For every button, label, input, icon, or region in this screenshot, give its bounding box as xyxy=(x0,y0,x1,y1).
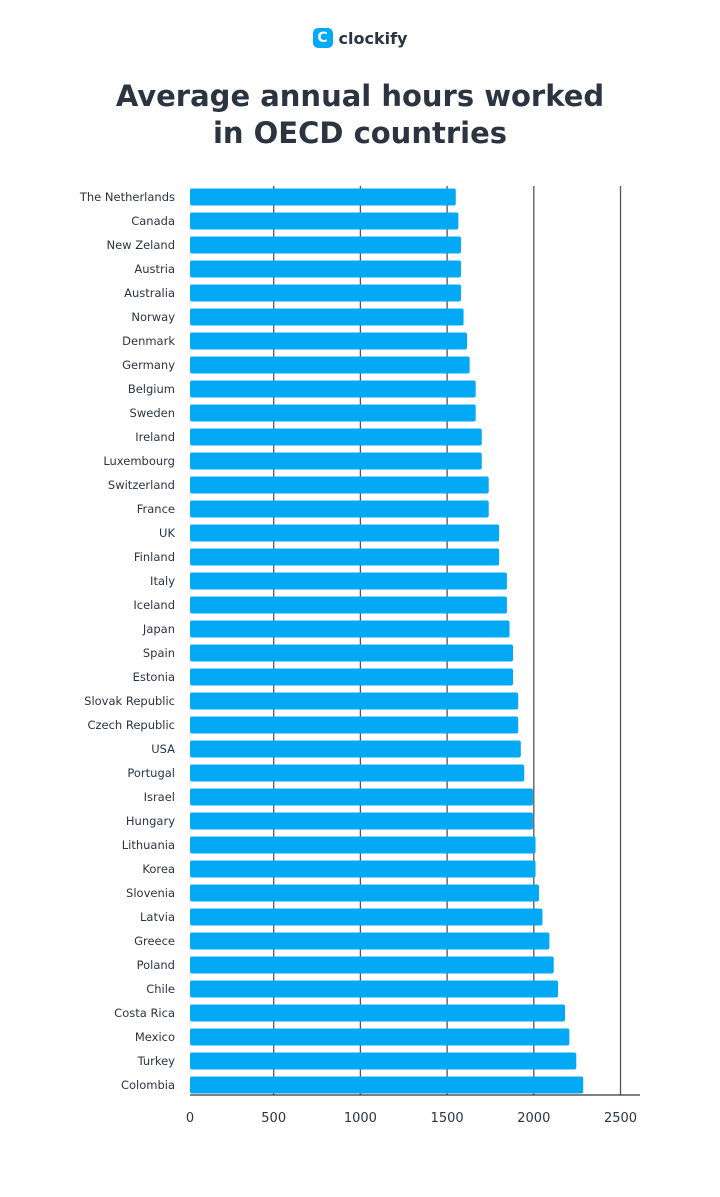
category-label: Latvia xyxy=(140,910,175,924)
bar xyxy=(190,452,482,470)
category-label: Denmark xyxy=(122,334,175,348)
category-label: Canada xyxy=(131,214,175,228)
category-label: USA xyxy=(151,742,175,756)
category-label: Japan xyxy=(142,622,175,636)
x-tick-label: 1500 xyxy=(431,1111,464,1126)
bar xyxy=(190,836,536,854)
category-label: Finland xyxy=(134,550,175,564)
category-label: Iceland xyxy=(133,598,175,612)
brand-name: clockify xyxy=(338,28,408,48)
category-label: Spain xyxy=(143,646,175,660)
category-label: The Netherlands xyxy=(79,190,175,204)
bar xyxy=(190,716,519,734)
bar xyxy=(190,596,507,614)
bar xyxy=(190,692,519,710)
chart-title: Average annual hours worked in OECD coun… xyxy=(0,78,720,152)
category-label: Estonia xyxy=(133,670,175,684)
chart-title-line-2: in OECD countries xyxy=(212,116,508,150)
bar xyxy=(190,860,536,878)
bar xyxy=(190,1052,577,1070)
clockify-logo-icon: C xyxy=(312,28,333,48)
category-label: Belgium xyxy=(128,382,175,396)
category-label: Poland xyxy=(137,958,175,972)
bar xyxy=(190,284,461,302)
bar xyxy=(190,1004,566,1022)
bar xyxy=(190,788,533,806)
bar xyxy=(190,956,554,974)
category-label: Greece xyxy=(134,934,175,948)
bar xyxy=(190,1076,584,1094)
category-label: Switzerland xyxy=(108,478,175,492)
x-tick-label: 0 xyxy=(186,1111,194,1126)
bar xyxy=(190,428,482,446)
bar xyxy=(190,620,510,638)
category-label: Ireland xyxy=(135,430,175,444)
bar xyxy=(190,476,489,494)
bar xyxy=(190,932,550,950)
bar xyxy=(190,764,525,782)
bar xyxy=(190,908,543,926)
bar xyxy=(190,980,559,998)
bar xyxy=(190,644,513,662)
category-label: Chile xyxy=(146,982,175,996)
category-label: Czech Republic xyxy=(87,718,175,732)
category-label: Sweden xyxy=(130,406,175,420)
bar xyxy=(190,212,459,230)
x-tick-label: 2000 xyxy=(517,1111,550,1126)
bar xyxy=(190,188,456,206)
x-tick-label: 500 xyxy=(261,1111,286,1126)
bar xyxy=(190,524,500,542)
category-label: Korea xyxy=(142,862,175,876)
bar xyxy=(190,332,468,350)
bar xyxy=(190,812,533,830)
bar xyxy=(190,380,476,398)
bar xyxy=(190,308,464,326)
bar xyxy=(190,740,521,758)
brand-logo: C clockify xyxy=(0,28,720,48)
x-tick-label: 1000 xyxy=(344,1111,377,1126)
bar xyxy=(190,884,540,902)
x-tick-label: 2500 xyxy=(604,1111,637,1126)
category-label: Germany xyxy=(122,358,175,372)
chart-title-line-1: Average annual hours worked xyxy=(115,79,605,113)
bar xyxy=(190,1028,570,1046)
category-label: France xyxy=(137,502,175,516)
category-label: Portugal xyxy=(127,766,175,780)
category-label: Turkey xyxy=(137,1054,176,1068)
bar xyxy=(190,500,489,518)
category-label: Italy xyxy=(150,574,175,588)
bar xyxy=(190,572,507,590)
category-label: Hungary xyxy=(126,814,175,828)
bar xyxy=(190,260,461,278)
bar xyxy=(190,668,513,686)
category-label: Luxembourg xyxy=(103,454,175,468)
bar xyxy=(190,356,470,374)
category-label: New Zeland xyxy=(106,238,175,252)
category-label: Norway xyxy=(131,310,175,324)
category-label: Austria xyxy=(134,262,175,276)
category-label: Slovak Republic xyxy=(84,694,175,708)
bar xyxy=(190,404,476,422)
category-label: Slovenia xyxy=(126,886,175,900)
category-label: UK xyxy=(159,526,175,540)
bar xyxy=(190,236,461,254)
category-label: Lithuania xyxy=(122,838,175,852)
category-label: Israel xyxy=(144,790,175,804)
category-label: Australia xyxy=(124,286,175,300)
bar xyxy=(190,548,500,566)
category-label: Colombia xyxy=(121,1078,175,1092)
category-label: Mexico xyxy=(135,1030,175,1044)
category-label: Costa Rica xyxy=(114,1006,175,1020)
